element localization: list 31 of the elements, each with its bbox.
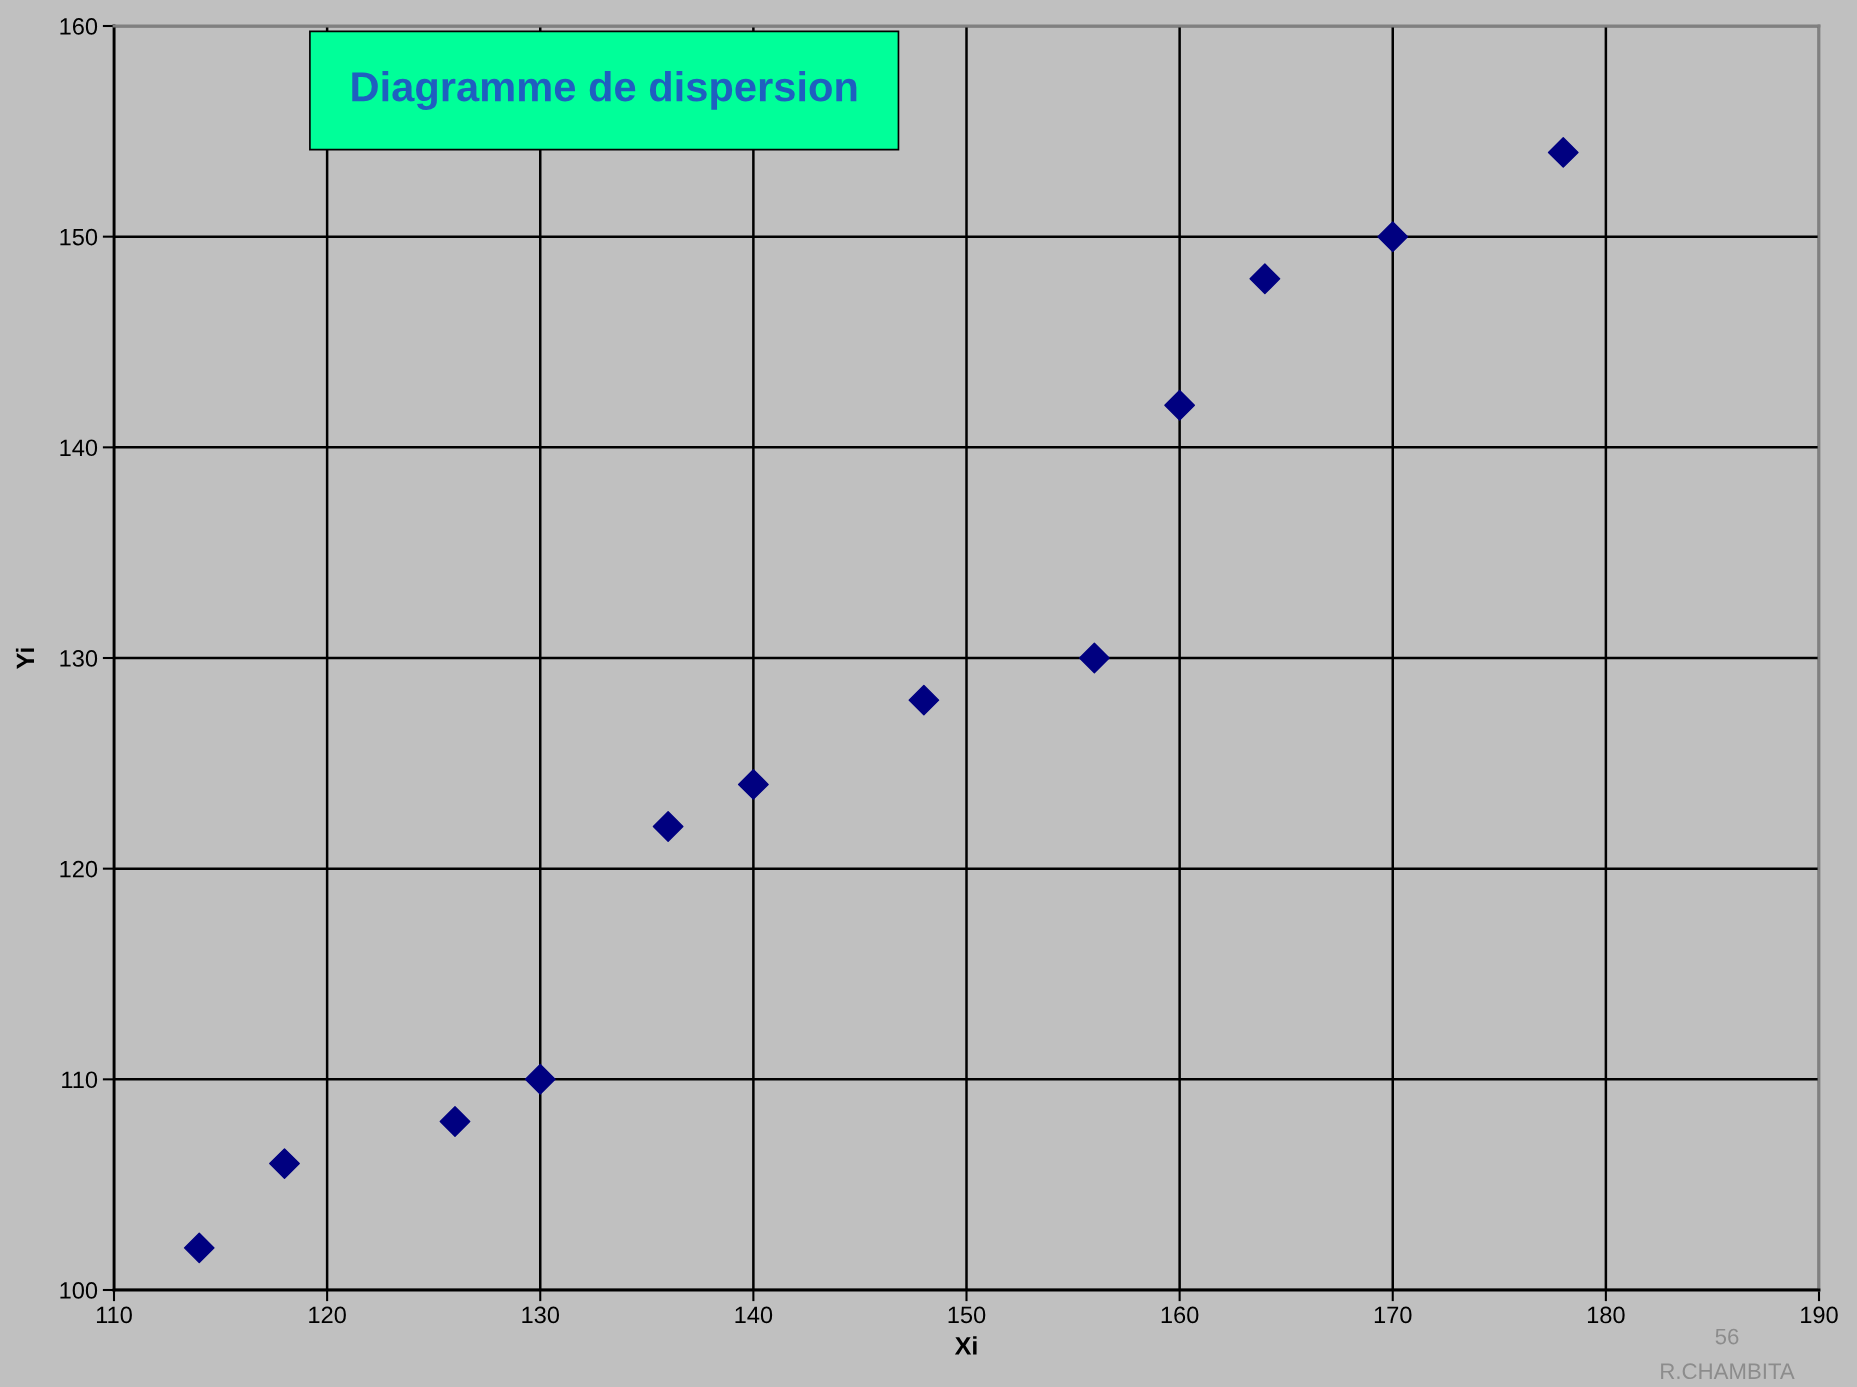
y-tick-label: 110 bbox=[62, 1071, 98, 1089]
point bbox=[1078, 642, 1110, 674]
x-tick-label: 110 bbox=[96, 1306, 132, 1324]
y-tick-label: 150 bbox=[60, 228, 98, 246]
point bbox=[737, 768, 769, 800]
x-tick-label: 170 bbox=[1374, 1306, 1412, 1324]
point bbox=[439, 1106, 471, 1137]
x-tick-label: 190 bbox=[1801, 1306, 1838, 1324]
point bbox=[652, 811, 684, 842]
point bbox=[1164, 389, 1196, 421]
y-tick-label: 160 bbox=[60, 18, 98, 35]
point bbox=[908, 684, 940, 716]
y-axis-title: Yi bbox=[15, 648, 35, 669]
point bbox=[183, 1232, 215, 1264]
x-axis-title: Xi bbox=[954, 1336, 977, 1355]
y-tick-label: 130 bbox=[60, 650, 98, 667]
point bbox=[1547, 136, 1579, 168]
point bbox=[269, 1148, 300, 1180]
point bbox=[1249, 263, 1281, 295]
point bbox=[524, 1063, 556, 1095]
point bbox=[1377, 221, 1409, 253]
x-tick-label: 130 bbox=[522, 1306, 560, 1324]
y-tick-label: 100 bbox=[60, 1282, 98, 1299]
y-tick-label: 140 bbox=[60, 439, 98, 457]
x-tick-label: 160 bbox=[1161, 1306, 1199, 1324]
y-tick-label: 120 bbox=[60, 860, 98, 878]
text: Diagramme de dispersion bbox=[352, 70, 857, 110]
x-tick-label: 120 bbox=[309, 1306, 346, 1324]
x-tick-label: 150 bbox=[948, 1306, 986, 1324]
x-tick-label: 140 bbox=[735, 1306, 773, 1324]
x-tick-label: 180 bbox=[1587, 1306, 1625, 1324]
